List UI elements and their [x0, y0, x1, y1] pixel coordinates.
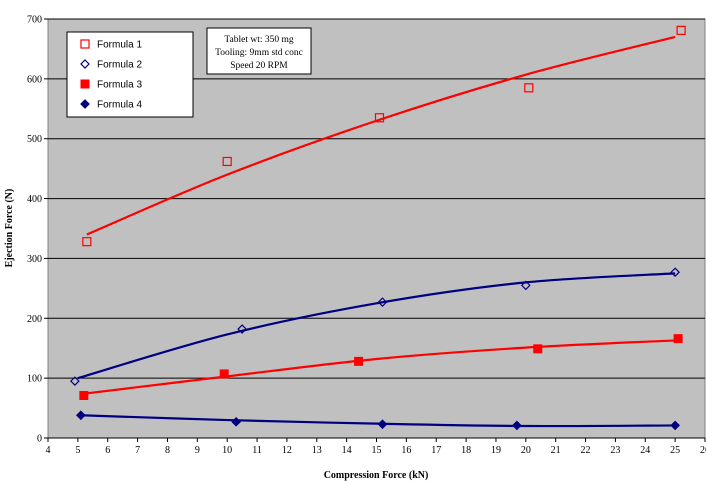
x-tick-label: 23 [610, 445, 620, 456]
x-tick-label: 4 [46, 445, 51, 456]
x-tick-label: 7 [135, 445, 140, 456]
legend-marker-formula-3 [80, 79, 90, 89]
legend-marker-formula-2 [80, 59, 90, 69]
trend-line-formula-3 [83, 339, 676, 395]
data-point-formula-2 [377, 297, 388, 307]
data-point-formula-1 [222, 156, 232, 167]
x-tick-label: 15 [372, 445, 382, 456]
y-tick-label: 100 [27, 374, 42, 385]
legend-marker-formula-1 [80, 39, 90, 49]
annotation-line-2: Tooling: 9mm std conc [215, 48, 303, 58]
annotation-box: Tablet wt: 350 mg Tooling: 9mm std conc … [206, 27, 312, 75]
data-point-formula-3 [533, 344, 543, 354]
x-tick-label: 18 [461, 445, 471, 456]
legend-label-formula-3: Formula 3 [97, 80, 142, 91]
y-tick-label: 700 [27, 15, 42, 26]
x-tick-label: 10 [222, 445, 232, 456]
x-tick-label: 26 [700, 445, 706, 456]
y-tick-label: 500 [27, 134, 42, 145]
x-tick-label: 12 [282, 445, 292, 456]
x-axis-title: Compression Force (kN) [324, 470, 429, 481]
x-tick-label: 20 [521, 445, 531, 456]
data-point-formula-1 [524, 83, 534, 93]
legend-label-formula-1: Formula 1 [97, 40, 142, 51]
data-points [70, 25, 686, 431]
trend-lines [77, 35, 676, 428]
legend-label-formula-4: Formula 4 [97, 100, 142, 111]
data-point-formula-1 [374, 113, 385, 123]
y-tick-label: 0 [37, 434, 42, 445]
y-tick-label: 200 [27, 314, 42, 325]
y-tick-label: 600 [27, 74, 42, 85]
data-point-formula-3 [673, 334, 683, 344]
data-point-formula-4 [231, 416, 241, 427]
data-point-formula-3 [219, 369, 229, 379]
trend-line-formula-1 [86, 35, 676, 236]
annotation-line-1: Tablet wt: 350 mg [224, 35, 294, 45]
x-tick-label: 22 [581, 445, 591, 456]
x-tick-label: 17 [431, 445, 441, 456]
x-tick-label: 19 [491, 445, 501, 456]
gridlines [48, 18, 705, 379]
trend-line-formula-2 [77, 272, 676, 380]
x-tick-label: 8 [165, 445, 170, 456]
legend-label-formula-2: Formula 2 [97, 60, 142, 71]
x-tick-label: 16 [401, 445, 411, 456]
x-tick-label: 13 [312, 445, 322, 456]
data-point-formula-2 [670, 267, 680, 278]
data-point-formula-4 [670, 420, 680, 431]
annotation-frame [206, 27, 312, 75]
y-axis-title: Ejection Force (N) [4, 189, 15, 268]
data-point-formula-1 [82, 237, 92, 247]
data-point-formula-1 [676, 25, 686, 35]
y-tick-label: 300 [27, 254, 42, 265]
x-tick-label: 11 [252, 445, 262, 456]
data-point-formula-4 [512, 420, 522, 431]
x-tick-label: 14 [342, 445, 352, 456]
data-point-formula-2 [70, 376, 80, 386]
x-tick-label: 25 [670, 445, 680, 456]
legend-marker-formula-4 [80, 99, 90, 109]
data-point-formula-3 [354, 356, 364, 366]
annotation-line-3: Speed 20 RPM [230, 61, 288, 71]
data-point-formula-2 [237, 324, 247, 334]
x-tick-label: 24 [640, 445, 650, 456]
x-tick-label: 21 [551, 445, 561, 456]
x-tick-label: 5 [75, 445, 80, 456]
x-tick-label: 9 [195, 445, 200, 456]
y-tick-label: 400 [27, 194, 42, 205]
y-axis-ticks: 0 100 200 300 400 500 600 700 [27, 15, 48, 445]
data-point-formula-2 [520, 280, 531, 291]
x-axis-ticks: 4 5 6 7 8 9 10 11 12 13 14 15 16 17 18 19 20 21 22 23 24 25 26 [46, 437, 706, 456]
trend-line-formula-4 [80, 414, 676, 428]
data-point-formula-3 [79, 391, 89, 401]
x-tick-label: 6 [105, 445, 110, 456]
data-point-formula-4 [76, 410, 86, 421]
data-point-formula-4 [377, 419, 388, 430]
legend: Formula 1 Formula 2 Formula 3 Formula 4 [66, 31, 194, 118]
